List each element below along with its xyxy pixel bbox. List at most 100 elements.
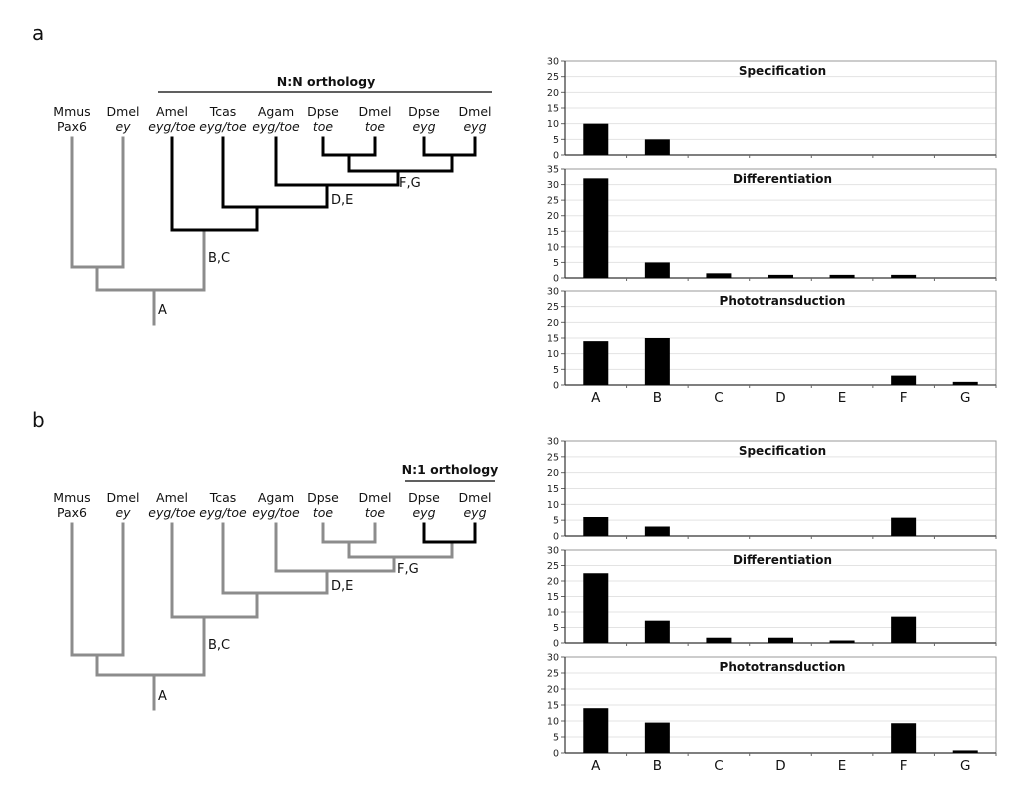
taxon-gene: eyg/toe [252, 119, 300, 134]
taxon-gene: toe [365, 505, 386, 520]
y-tick-label: 0 [553, 749, 559, 760]
tree-branch-black [450, 136, 477, 157]
taxon-gene: toe [313, 505, 334, 520]
x-tick-label: F [900, 390, 908, 406]
y-tick-label: 5 [553, 623, 559, 634]
x-tick-label: A [591, 758, 601, 774]
bar-A [583, 123, 609, 155]
bar-A [583, 708, 609, 753]
x-tick-label: D [775, 758, 785, 774]
tree-branch-gray [95, 228, 206, 292]
y-tick-label: 5 [553, 733, 559, 744]
y-tick-label: 0 [553, 532, 559, 543]
y-tick-label: 25 [547, 72, 559, 83]
y-tick-label: 5 [553, 135, 559, 146]
x-tick-label: A [591, 390, 601, 406]
taxon-species: Agam [258, 490, 294, 505]
taxon-gene: eyg [412, 119, 435, 134]
y-tick-label: 10 [547, 500, 559, 511]
tree-branch-black [255, 136, 329, 209]
tree-branch-black [321, 136, 400, 187]
tree-branch-black [450, 522, 477, 544]
taxon-species: Dpse [408, 104, 440, 119]
y-tick-label: 20 [547, 468, 559, 479]
bar-B [644, 620, 670, 643]
taxon-gene: eyg/toe [148, 119, 196, 134]
panel-letter-b: b [32, 408, 45, 432]
tree-branch-gray [70, 136, 125, 269]
taxon-species: Tcas [209, 104, 237, 119]
bar-A [583, 573, 609, 643]
x-tick-label: C [714, 390, 723, 406]
tree-branch-gray [347, 522, 377, 544]
bar-F [891, 616, 917, 643]
y-tick-label: 30 [547, 287, 559, 298]
panel-letter-a: a [32, 21, 44, 45]
node-label: A [158, 689, 167, 704]
bar-chart-a-specification: 0 5 10 15 20 25 30 Specification [547, 57, 997, 162]
chart-title: Specification [739, 64, 826, 78]
bar-chart-b-differentiation: 0 5 10 15 20 25 30 Differentiation [547, 546, 997, 650]
bar-B [644, 139, 670, 155]
bar-B [644, 722, 670, 753]
bar-F [891, 517, 917, 536]
taxon-species: Dmel [359, 490, 392, 505]
bar-B [644, 338, 670, 385]
y-tick-label: 30 [547, 57, 559, 68]
y-tick-label: 0 [553, 151, 559, 162]
taxon-gene: eyg/toe [199, 119, 247, 134]
bar-G [952, 381, 978, 385]
chart-title: Phototransduction [720, 294, 846, 308]
y-tick-label: 30 [547, 546, 559, 557]
taxon-gene: toe [365, 119, 386, 134]
bar-B [644, 526, 670, 536]
bar-chart-b-specification: 0 5 10 15 20 25 30 Specification [547, 437, 997, 543]
chart-title: Specification [739, 444, 826, 458]
y-tick-label: 10 [547, 608, 559, 619]
tree-branch-gray [392, 540, 454, 559]
y-tick-label: 5 [553, 258, 559, 269]
chart-title: Differentiation [733, 553, 832, 567]
y-tick-label: 10 [547, 242, 559, 253]
y-tick-label: 20 [547, 577, 559, 588]
bar-G [952, 750, 978, 753]
tree-branch-gray [170, 522, 259, 619]
phylogenetic-tree [70, 522, 477, 711]
x-tick-label: G [960, 758, 970, 774]
taxon-species: Dmel [359, 104, 392, 119]
y-tick-label: 25 [547, 302, 559, 313]
y-tick-label: 0 [553, 274, 559, 285]
bar-F [891, 723, 917, 753]
y-tick-label: 20 [547, 211, 559, 222]
tree-branch-black [347, 136, 377, 157]
phylogenetic-tree [70, 136, 477, 326]
taxon-species: Mmus [53, 490, 90, 505]
y-tick-label: 15 [547, 701, 559, 712]
bar-A [583, 341, 609, 385]
bar-D [768, 274, 793, 278]
x-tick-label: F [900, 758, 908, 774]
bar-chart-a-differentiation: 0 5 10 15 20 25 30 35 Differentiation [547, 165, 997, 285]
y-tick-label: 30 [547, 437, 559, 448]
y-tick-label: 35 [547, 165, 559, 176]
y-tick-label: 0 [553, 639, 559, 650]
bar-F [891, 274, 917, 278]
y-tick-label: 5 [553, 365, 559, 376]
taxon-gene: Pax6 [57, 505, 87, 520]
orthology-title: N:1 orthology [402, 462, 499, 477]
bar-chart-a-phototransduction: 0 5 10 15 20 25 30 Phototransduction A B C D E F G [547, 287, 997, 406]
y-tick-label: 25 [547, 196, 559, 207]
y-tick-label: 15 [547, 484, 559, 495]
taxon-species: Dmel [459, 104, 492, 119]
taxa-labels: Mmus Pax6 Dmel ey Amel eyg/toe Tcas eyg/… [53, 490, 491, 520]
chart-title: Differentiation [733, 172, 832, 186]
taxon-species: Amel [156, 104, 188, 119]
bar-B [644, 262, 670, 278]
taxon-species: Dpse [307, 490, 339, 505]
taxon-gene: eyg [463, 505, 486, 520]
taxon-gene: eyg [463, 119, 486, 134]
taxon-species: Agam [258, 104, 294, 119]
chart-title: Phototransduction [720, 660, 846, 674]
y-tick-label: 30 [547, 180, 559, 191]
